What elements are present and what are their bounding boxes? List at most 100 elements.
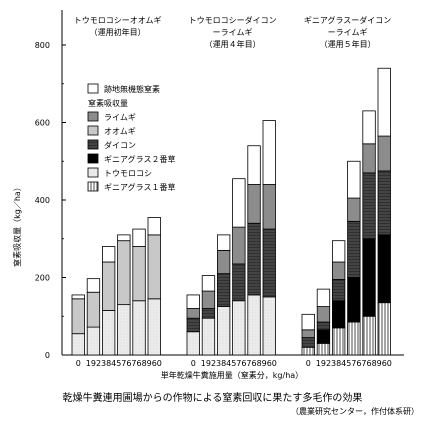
bar-segment (117, 240, 131, 306)
bar-segment (216, 249, 231, 275)
bar-segment (147, 217, 161, 236)
legend-swatch (87, 181, 99, 192)
bar-segment (102, 261, 116, 311)
bar-segment (331, 327, 346, 356)
bar-segment (186, 331, 200, 356)
bar-segment (316, 342, 331, 356)
group-subtitle: ーライムギ (328, 28, 368, 37)
bar-segment (232, 226, 246, 265)
bar-segment (316, 306, 331, 323)
legend-label: 跡地無機態窒素 (104, 84, 160, 94)
legend-header: 窒素吸収量 (88, 98, 128, 108)
x-tick-label: 192 (86, 359, 101, 368)
legend-swatch (87, 139, 99, 150)
bar-segment (262, 120, 276, 185)
bar-segment (262, 296, 276, 356)
y-tick-label: 800 (35, 41, 50, 50)
bar-segment (216, 234, 231, 251)
x-tick-label: 576 (231, 359, 246, 368)
x-axis-label: 単年乾燥牛糞施用量（窒素分，kg/ha） (161, 370, 303, 380)
group-title: ギニアグラスーダイコン (304, 15, 391, 25)
bar-segment (377, 302, 391, 356)
bar-segment (201, 317, 216, 356)
bar-segment (147, 234, 161, 300)
legend-swatch (87, 153, 99, 164)
x-tick-label: 384 (331, 359, 346, 368)
bar-segment (347, 277, 361, 323)
bar-segment (201, 308, 216, 319)
bar-segment (232, 263, 246, 302)
bar-segment (331, 300, 346, 329)
y-tick-label: 400 (35, 196, 50, 205)
bar-segment (301, 346, 315, 356)
bar-segment (186, 317, 200, 333)
legend-label: ギニアグラス１番草 (104, 182, 175, 192)
bar-segment (362, 172, 376, 240)
x-tick-label: 768 (246, 359, 261, 368)
x-tick-label: 960 (262, 359, 277, 368)
group-year: （運用４年目） (205, 39, 261, 49)
x-tick-label: 192 (316, 359, 331, 368)
bar-segment (132, 300, 146, 356)
bar-segment (232, 300, 246, 356)
x-tick-label: 0 (76, 359, 81, 368)
group-year: （運用５年目） (320, 39, 376, 49)
bar-segment (362, 315, 376, 356)
bars: 0 192 384 576 768 960 0 192 384 576 768 960 0 192 384 5… (71, 67, 392, 368)
legend-swatch (87, 83, 99, 94)
bar-segment (247, 222, 261, 296)
bar-segment (86, 278, 101, 293)
bar-segment (262, 228, 276, 298)
bar-segment (186, 294, 200, 309)
x-tick-label: 192 (201, 359, 216, 368)
x-tick-label: 0 (306, 359, 311, 368)
legend-label: トウモロコシ (104, 169, 152, 178)
legend: 跡地無機態窒素窒素吸収量ライムギオオムギダイコンギニアグラス２番草トウモロコシギ… (87, 83, 175, 192)
bar-segment (347, 220, 361, 278)
bar-segment (71, 333, 85, 356)
x-tick-label: 0 (191, 359, 196, 368)
x-tick-label: 576 (116, 359, 131, 368)
bar-segment (262, 184, 276, 230)
bar-segment (301, 337, 315, 348)
bar-segment (216, 273, 231, 307)
bar-segment (316, 288, 331, 307)
y-tick-label: 600 (35, 119, 50, 128)
legend-swatch (87, 125, 99, 136)
legend-label: ダイコン (104, 140, 136, 150)
bar-segment (71, 298, 85, 335)
bar-segment (362, 238, 376, 317)
y-axis-label: 窒素吸収量（kg／ha） (12, 183, 22, 267)
bar-segment (301, 313, 315, 331)
bar-segment (362, 143, 376, 174)
group-year: （運用初年目） (90, 27, 146, 37)
bar-segment (247, 184, 261, 224)
bar-segment (316, 329, 331, 344)
bar-segment (247, 294, 261, 356)
legend-label: ライムギ (104, 113, 136, 122)
bar-segment (147, 298, 161, 356)
x-tick-label: 384 (101, 359, 116, 368)
figure-source: （農業研究センター，作付体系研） (291, 407, 419, 416)
bar-segment (347, 197, 361, 222)
legend-swatch (87, 167, 99, 178)
bar-segment (377, 170, 391, 236)
group-subtitle: ーライムギ (213, 28, 253, 37)
legend-label: ギニアグラス２番草 (104, 154, 175, 164)
x-tick-label: 384 (216, 359, 231, 368)
bar-segment (347, 321, 361, 356)
bar-segment (347, 160, 361, 199)
bar-segment (316, 321, 331, 331)
bar-segment (331, 279, 346, 302)
bar-segment (377, 234, 391, 304)
legend-label: オオムギ (104, 127, 136, 136)
bar-segment (232, 178, 246, 228)
x-tick-label: 768 (131, 359, 146, 368)
bar-segment (132, 228, 146, 247)
y-tick-label: 200 (35, 274, 50, 283)
bar-segment (102, 310, 116, 356)
bar-segment (86, 291, 101, 328)
bar-segment (331, 240, 346, 263)
